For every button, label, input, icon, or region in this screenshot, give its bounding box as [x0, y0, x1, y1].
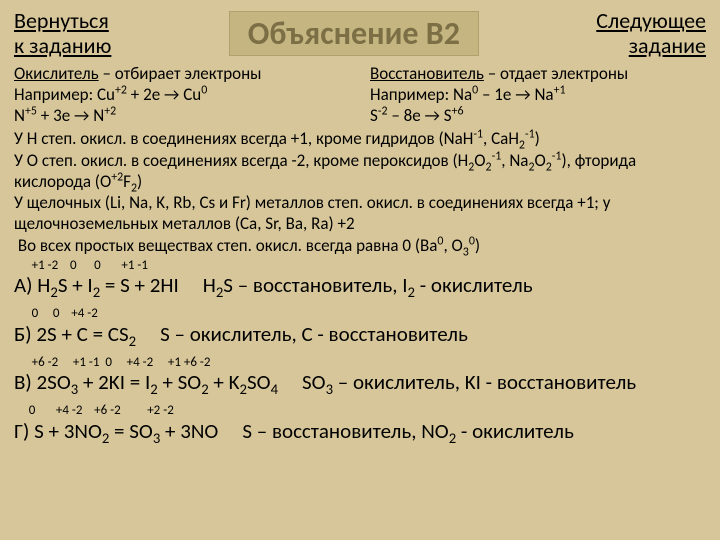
slide: Вернуться к заданию Объяснение В2 Следую… [0, 0, 720, 540]
header: Вернуться к заданию Объяснение В2 Следую… [14, 8, 706, 59]
reducer-col: Восстановитель – отдает электроны Наприм… [370, 63, 706, 127]
eq-v-formula: В) 2SO3 + 2KI = I2 + SO2 + K2SO4 [14, 369, 278, 395]
oxidizer-label: Окислитель [14, 63, 99, 84]
rule-3: У щелочных (Li, Na, K, Rb, Cs и Fr) мета… [14, 192, 706, 235]
eq-g-ox: 0 +4 -2 +6 -2 +2 -2 [14, 403, 218, 419]
oxidizer-desc: – отбирает электроны [99, 63, 262, 84]
reducer-line: Восстановитель – отдает электроны [370, 63, 706, 84]
eq-a-left: +1 -2 0 0 +1 -1 А) H2S + I2 = S + 2HI [14, 256, 179, 299]
eq-v-ox: +6 -2 +1 -1 0 +4 -2 +1 +6 -2 [14, 355, 278, 371]
rule-1: У H степ. окисл. в соединениях всегда +1… [14, 128, 706, 149]
eq-b-answer: S – окислитель, C - восстановитель [160, 321, 706, 347]
reducer-ex1: Например: Na0 – 1e → Na+1 [370, 84, 706, 105]
rule-4: Во всех простых веществах степ. окисл. в… [14, 235, 706, 256]
title-text: Объяснение В2 [248, 14, 460, 53]
reducer-ex2: S-2 – 8e → S+6 [370, 105, 706, 126]
next-text-1: Следующее [596, 7, 706, 34]
rules: У H степ. окисл. в соединениях всегда +1… [14, 128, 706, 256]
eq-b-left: 0 0 +4 -2 Б) 2S + C = CS2 [14, 304, 136, 347]
next-text-2: задание [629, 32, 706, 59]
oxidizer-ex1: Например: Cu+2 + 2e → Cu0 [14, 84, 350, 105]
equation-g: 0 +4 -2 +6 -2 +2 -2 Г) S + 3NO2 = SO3 + … [14, 401, 706, 444]
oxidizer-ex2: N+5 + 3e → N+2 [14, 105, 350, 126]
eq-g-answer: S – восстановитель, NO2 - окислитель [242, 418, 706, 444]
equation-a: +1 -2 0 0 +1 -1 А) H2S + I2 = S + 2HI H2… [14, 256, 706, 299]
back-text-2: к заданию [14, 32, 111, 59]
eq-v-left: +6 -2 +1 -1 0 +4 -2 +1 +6 -2 В) 2SO3 + 2… [14, 353, 278, 396]
reducer-label: Восстановитель [370, 63, 484, 84]
back-link[interactable]: Вернуться к заданию [14, 8, 111, 59]
title-box: Объяснение В2 [229, 11, 479, 56]
back-text-1: Вернуться [14, 7, 109, 34]
equation-b: 0 0 +4 -2 Б) 2S + C = CS2 S – окислитель… [14, 304, 706, 347]
oxidizer-line: Окислитель – отбирает электроны [14, 63, 350, 84]
eq-a-answer: H2S – восстановитель, I2 - окислитель [203, 272, 706, 298]
definitions: Окислитель – отбирает электроны Например… [14, 63, 706, 127]
eq-a-ox: +1 -2 0 0 +1 -1 [14, 258, 179, 274]
next-link[interactable]: Следующее задание [596, 8, 706, 59]
eq-b-formula: Б) 2S + C = CS2 [14, 321, 136, 347]
equation-v: +6 -2 +1 -1 0 +4 -2 +1 +6 -2 В) 2SO3 + 2… [14, 353, 706, 396]
eq-g-formula: Г) S + 3NO2 = SO3 + 3NO [14, 418, 218, 444]
eq-g-left: 0 +4 -2 +6 -2 +2 -2 Г) S + 3NO2 = SO3 + … [14, 401, 218, 444]
reducer-desc: – отдает электроны [484, 63, 628, 84]
oxidizer-col: Окислитель – отбирает электроны Например… [14, 63, 350, 127]
eq-a-formula: А) H2S + I2 = S + 2HI [14, 272, 179, 298]
eq-b-ox: 0 0 +4 -2 [14, 306, 136, 322]
content: Окислитель – отбирает электроны Например… [14, 63, 706, 444]
rule-2: У O степ. окисл. в соединениях всегда -2… [14, 150, 706, 193]
eq-v-answer: SO3 – окислитель, KI - восстановитель [302, 369, 706, 395]
